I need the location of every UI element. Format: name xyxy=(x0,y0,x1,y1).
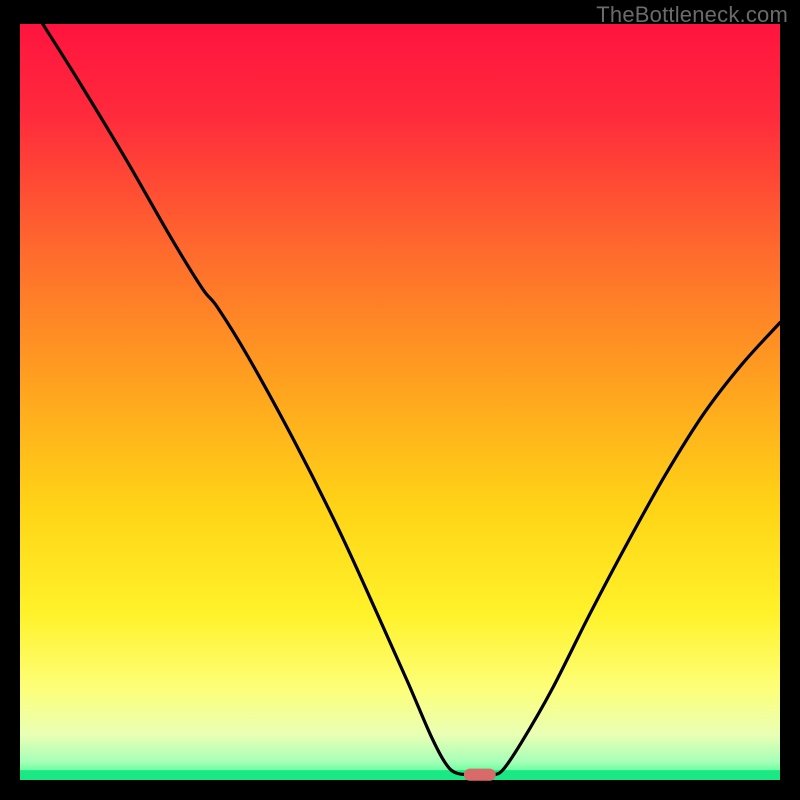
plot-area xyxy=(20,24,780,780)
outer-frame: TheBottleneck.com xyxy=(0,0,800,800)
chart-svg xyxy=(20,24,780,780)
minimum-marker xyxy=(464,769,496,781)
bottom-green-strip xyxy=(20,770,780,780)
